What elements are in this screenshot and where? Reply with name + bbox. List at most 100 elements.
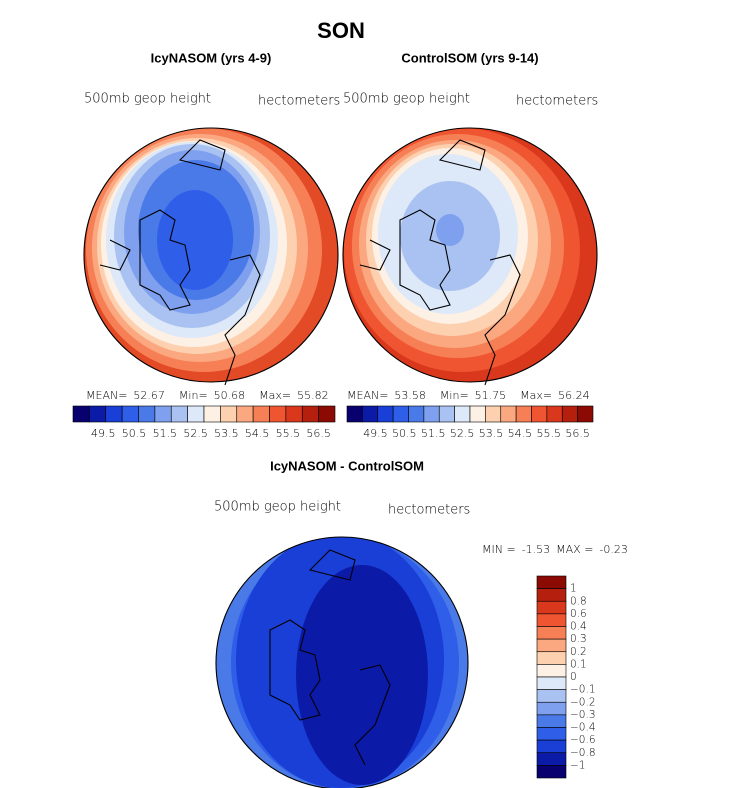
colorbar-label: 50.5 <box>122 427 147 440</box>
stat-value: 50.68 <box>214 389 246 402</box>
stat-label: Min= <box>179 389 208 402</box>
colorbar-swatch <box>536 664 567 678</box>
colorbar-label: 53.5 <box>214 427 239 440</box>
colorbar-label: 55.5 <box>536 427 561 440</box>
colorbar-swatch <box>105 405 123 423</box>
colorbar-swatch <box>170 405 188 423</box>
colorbar-swatch <box>515 405 532 423</box>
map <box>343 128 597 382</box>
colorbar-label: −0.8 <box>570 747 596 759</box>
colorbar-label: 51.5 <box>153 427 178 440</box>
colorbar-swatch <box>536 613 567 627</box>
field-label: 500mb geop height <box>214 500 341 515</box>
colorbar-label: −0.3 <box>570 709 596 721</box>
colorbar-swatch <box>469 405 486 423</box>
colorbar-swatch <box>536 626 567 640</box>
colorbar-label: 54.5 <box>245 427 270 440</box>
colorbar-label: −0.6 <box>570 734 596 746</box>
colorbar-swatch <box>423 405 440 423</box>
colorbar-swatch <box>546 405 563 423</box>
panel-title: ControlSOM (yrs 9-14) <box>401 50 538 65</box>
colorbar-label: −1 <box>570 759 585 771</box>
colorbar-swatch <box>536 765 567 779</box>
panel-title: IcyNASOM - ControlSOM <box>270 458 424 473</box>
colorbar-label: 0.2 <box>570 646 587 658</box>
colorbar-label: 1 <box>570 583 577 595</box>
colorbar-swatch <box>500 405 517 423</box>
colorbar-swatch <box>154 405 172 423</box>
colorbar-swatch <box>454 405 471 423</box>
colorbar-swatch <box>536 575 567 589</box>
colorbar-label: 0.1 <box>570 658 587 670</box>
field-label: 500mb geop height <box>84 92 211 107</box>
colorbar-swatch <box>362 405 379 423</box>
stat-value: -1.53 <box>522 543 550 556</box>
colorbar-swatch <box>536 714 567 728</box>
stat-value: 56.24 <box>558 389 590 402</box>
colorbar-swatch <box>536 689 567 703</box>
colorbar-swatch <box>561 405 578 423</box>
coastline <box>269 549 391 766</box>
colorbar-swatch <box>89 405 107 423</box>
colorbar-swatch <box>187 405 205 423</box>
panel-title: IcyNASOM (yrs 4-9) <box>151 50 272 65</box>
colorbar-label: 56.5 <box>565 427 590 440</box>
colorbar-swatch <box>236 405 254 423</box>
colorbar-swatch <box>269 405 287 423</box>
stat-value: 55.82 <box>297 389 329 402</box>
colorbar-swatch <box>536 752 567 766</box>
colorbar-label: 55.5 <box>276 427 301 440</box>
colorbar-swatch <box>536 588 567 602</box>
colorbar-label: 54.5 <box>508 427 533 440</box>
colorbar-swatch <box>536 727 567 741</box>
colorbar-swatch <box>377 405 394 423</box>
colorbar-label: −0.1 <box>570 684 596 696</box>
stat-value: 51.75 <box>475 389 507 402</box>
colorbar-swatch <box>438 405 455 423</box>
colorbar-swatch <box>536 676 567 690</box>
stat-label: MIN = <box>482 543 516 556</box>
map-border <box>83 127 339 383</box>
colorbar-label: 56.5 <box>306 427 331 440</box>
colorbar-label: 49.5 <box>363 427 388 440</box>
colorbar-swatch <box>392 405 409 423</box>
field-label: 500mb geop height <box>343 92 470 107</box>
colorbar-swatch <box>220 405 238 423</box>
figure-title: SON <box>317 18 365 43</box>
map <box>84 128 338 382</box>
colorbar-label: −0.2 <box>570 696 596 708</box>
stat-label: MAX = <box>556 543 593 556</box>
colorbar-label: 50.5 <box>392 427 417 440</box>
colorbar-swatch <box>121 405 139 423</box>
colorbar-swatch <box>536 638 567 653</box>
stat-label: MEAN= <box>86 389 127 402</box>
colorbar-swatch <box>203 405 221 423</box>
colorbar-swatch <box>301 405 319 423</box>
colorbar-swatch <box>318 405 336 423</box>
colorbar-label: 0 <box>570 671 577 683</box>
coastline <box>359 139 521 386</box>
colorbar-label: 0.3 <box>570 633 587 645</box>
colorbar-swatch <box>536 739 567 754</box>
colorbar-label: 0.6 <box>570 608 587 620</box>
units-label: hectometers <box>388 503 470 518</box>
colorbar-swatch <box>346 405 363 423</box>
colorbar-swatch <box>408 405 425 423</box>
stat-value: 52.67 <box>133 389 165 402</box>
units-label: hectometers <box>516 94 598 109</box>
stat-label: Min= <box>440 389 469 402</box>
coastline <box>99 139 261 386</box>
colorbar-swatch <box>536 651 567 665</box>
colorbar-swatch <box>485 405 502 423</box>
stat-value: 53.58 <box>394 389 426 402</box>
colorbar-swatch <box>531 405 548 423</box>
colorbar-label: 49.5 <box>91 427 116 440</box>
colorbar-label: 52.5 <box>450 427 475 440</box>
colorbar-swatch <box>577 405 594 423</box>
colorbar-swatch <box>536 600 567 615</box>
colorbar-label: 0.8 <box>570 595 587 607</box>
colorbar-label: −0.4 <box>570 722 596 734</box>
colorbar-swatch <box>252 405 270 423</box>
colorbar-swatch <box>285 405 303 423</box>
